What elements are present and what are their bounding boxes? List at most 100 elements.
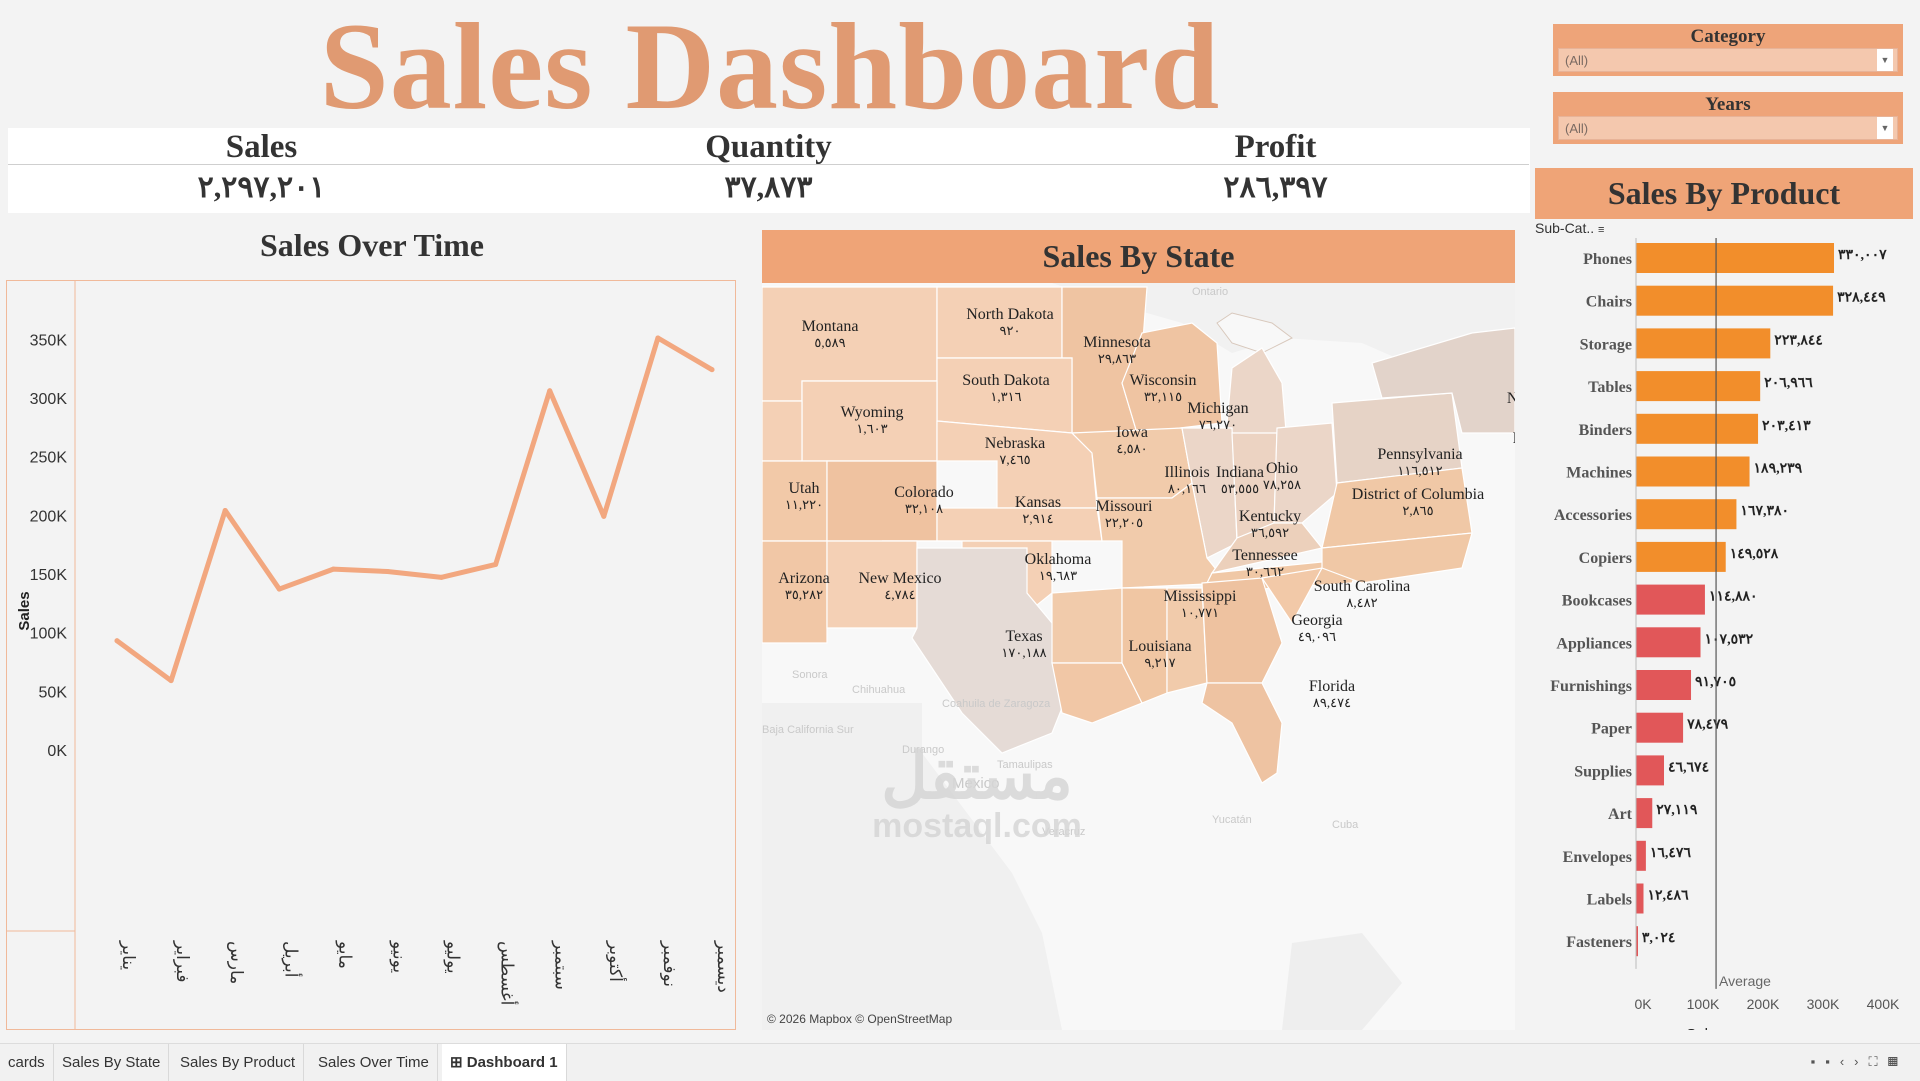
data-point[interactable] [547,388,553,394]
state-idaho-fragment[interactable] [762,400,803,462]
state-value-label: ٤,٧٨٤ [884,587,915,602]
tab-dashboard-1[interactable]: ⊞ Dashboard 1 [442,1044,567,1081]
chevron-down-icon[interactable]: ▼ [1877,49,1893,71]
product-bar[interactable] [1636,840,1646,871]
data-point[interactable] [114,638,120,644]
line-chart-svg: 0K 50K 100K 150K 200K 250K 300K 350K Sales يناير ف… [7,281,733,1029]
sales-line[interactable] [114,335,715,684]
product-bar[interactable] [1636,670,1692,700]
data-point[interactable] [493,561,499,567]
state-name-label: Rh [1513,430,1515,447]
state-arizona[interactable] [762,540,828,644]
data-point[interactable] [330,566,336,572]
state-name-label: Georgia [1291,612,1342,629]
state-kansas[interactable] [936,507,1103,542]
sales-by-state-map[interactable]: Ontario Sonora Chihuahua Coahuila de Zar… [762,283,1515,1030]
years-select-value: (All) [1565,121,1589,136]
state-arkansas[interactable] [1051,587,1123,664]
state-kentucky[interactable] [1210,522,1324,574]
product-bar[interactable] [1636,413,1759,444]
product-bar[interactable] [1636,926,1638,957]
mexico-landmass [762,703,1062,1030]
state-value-label: ٩,٢١٧ [1144,655,1175,670]
sheet-tabs: cards Sales By State Sales By Product Sa… [0,1043,1920,1081]
state-value-label: ٣٢,١٠٨ [905,501,943,516]
tab-cards[interactable]: cards [0,1044,54,1081]
y-tick-label: 150K [30,567,68,584]
product-bar[interactable] [1636,456,1750,487]
state-value-label: ٢٢,٢٠٥ [1105,515,1143,530]
state-louisiana[interactable] [1051,662,1143,724]
state-name-label: Mississippi [1164,588,1237,605]
y-tick-label: 250K [30,450,68,467]
state-value-label: ٧,٤٦٥ [999,452,1030,467]
data-point[interactable] [168,678,174,684]
tab-sales-over-time[interactable]: Sales Over Time [310,1044,438,1081]
category-label: Furnishings [1550,678,1632,695]
state-value-label: ٣٦,٥٩٢ [1251,525,1289,540]
bar-value-label: ١٤٩,٥٢٨ [1730,547,1779,562]
data-point[interactable] [709,367,715,373]
product-bar[interactable] [1636,499,1737,530]
y-tick-label: 200K [30,508,68,525]
state-wisconsin[interactable] [1121,322,1223,434]
sort-icon[interactable]: ≡ [1737,1028,1747,1030]
product-bar[interactable] [1636,755,1665,786]
tab-sales-by-state[interactable]: Sales By State [54,1044,170,1081]
state-name-label: Oklahoma [1025,551,1092,568]
data-point[interactable] [439,574,445,580]
product-bar[interactable] [1636,798,1653,829]
product-bar[interactable] [1636,243,1835,273]
lake-superior [1216,312,1293,354]
data-point[interactable] [655,335,661,341]
product-bar[interactable] [1636,285,1834,316]
product-bar[interactable] [1636,371,1761,402]
product-bar[interactable] [1636,712,1684,743]
state-south-carolina[interactable] [1260,567,1324,625]
tab-sales-by-product[interactable]: Sales By Product [172,1044,305,1081]
watermark-ar: مستقل [881,740,1073,812]
sales-over-time-chart[interactable]: 0K 50K 100K 150K 200K 250K 300K 350K Sales يناير ف… [6,280,736,1030]
kpi-quantity: Quantity ٣٧,٨٧٣ [515,128,1022,213]
bar-value-label: ١٢,٤٨٦ [1647,889,1689,904]
category-label: Phones [1583,251,1632,268]
state-illinois[interactable] [1181,427,1238,559]
data-point[interactable] [384,568,390,574]
state-new-york[interactable] [1371,327,1515,434]
tab-controls[interactable]: ▪▪‹›⛶▦ [1810,1054,1908,1069]
bg-label: Durango [902,744,944,756]
state-florida[interactable] [1201,682,1283,784]
years-select[interactable]: (All) ▼ [1558,116,1898,140]
chevron-down-icon[interactable]: ▼ [1877,117,1893,139]
x-tick-label: 200K [1747,996,1780,1012]
bg-label: Cuba [1332,819,1359,831]
state-ohio[interactable] [1273,422,1338,524]
x-tick-label: يناير [118,940,138,970]
category-select[interactable]: (All) ▼ [1558,48,1898,72]
bg-label: Chihuahua [852,684,906,696]
cuba-landmass [1282,933,1402,1030]
state-value-label: ٥,٥٨٩ [814,335,845,350]
category-label: Accessories [1554,507,1632,524]
product-bar[interactable] [1636,584,1705,615]
data-point[interactable] [276,586,282,592]
state-texas[interactable] [911,547,1073,754]
category-label: Tables [1588,379,1632,396]
category-label: Machines [1566,465,1632,482]
sub-category-header[interactable]: Sub-Cat.. ≡ [1535,220,1604,236]
sort-icon[interactable]: ≡ [1598,224,1605,236]
product-bar[interactable] [1636,627,1701,658]
state-name-label: South Dakota [962,372,1050,389]
kpi-label: Quantity [515,128,1022,165]
category-label: Fasteners [1566,934,1632,951]
product-bar[interactable] [1636,883,1644,914]
state-mississippi[interactable] [1121,587,1168,704]
data-point[interactable] [601,513,607,519]
sales-by-product-title: Sales By Product [1535,168,1913,219]
state-north-carolina[interactable] [1321,532,1473,584]
state-value-label: ١١٦,٥١٢ [1397,463,1442,478]
product-bar[interactable] [1636,328,1771,359]
product-bar[interactable] [1636,541,1726,572]
state-georgia[interactable] [1201,577,1283,684]
data-point[interactable] [222,507,228,513]
